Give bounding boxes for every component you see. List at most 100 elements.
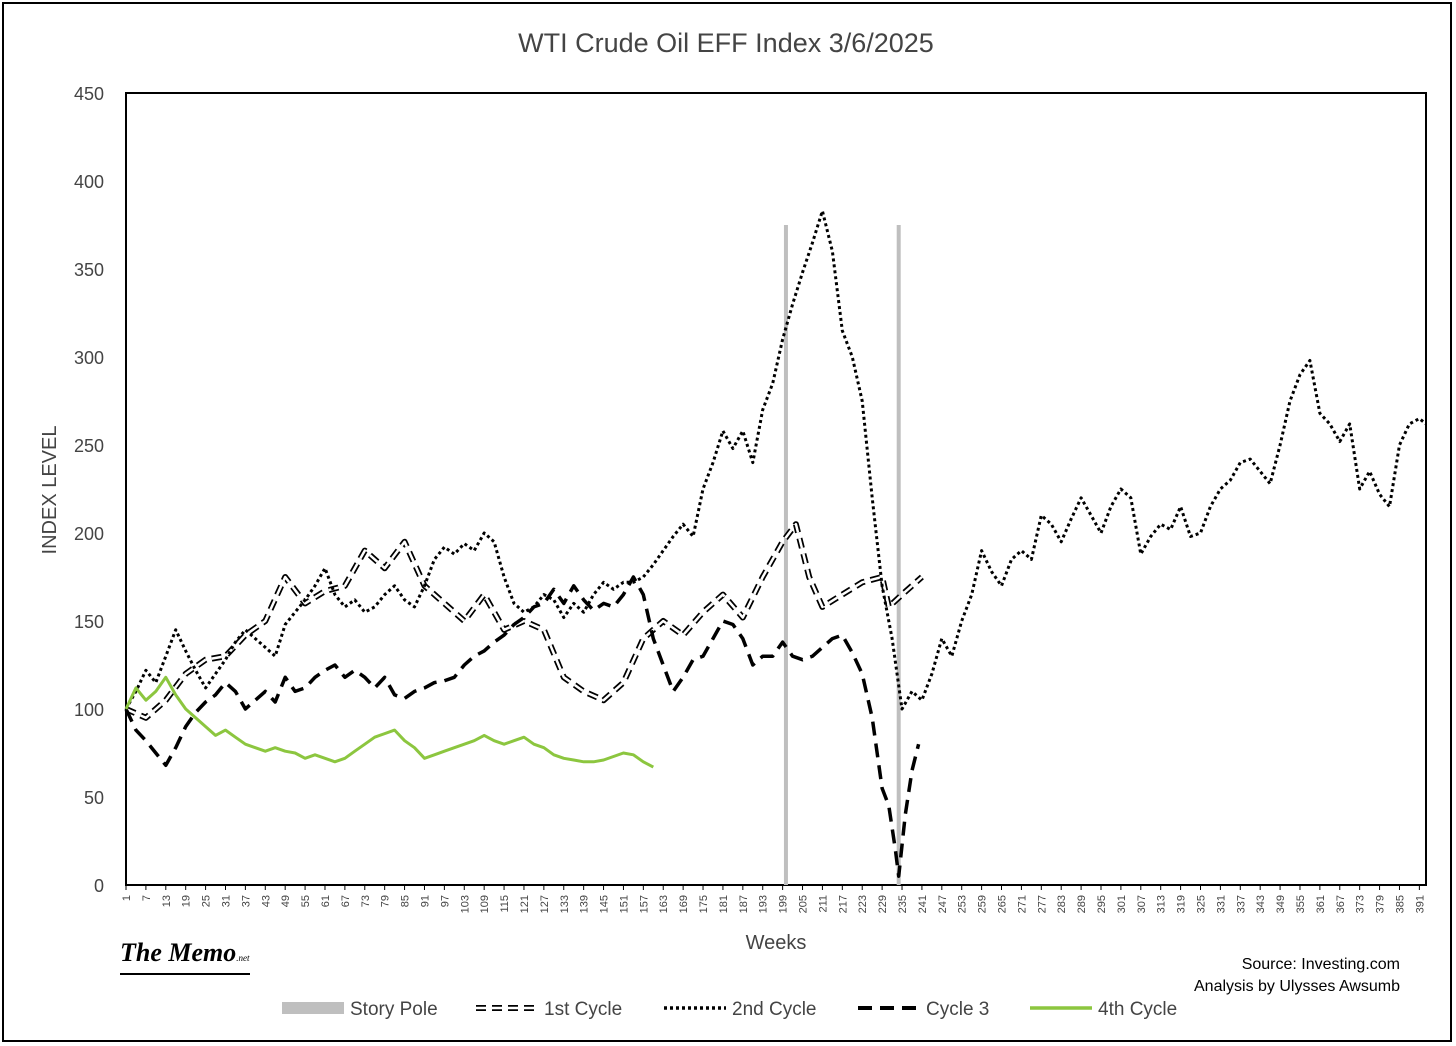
memo-logo: The Memo.net xyxy=(120,938,250,975)
x-tick-label: 121 xyxy=(519,895,531,913)
legend-label-4th-cycle: 4th Cycle xyxy=(1098,999,1177,1020)
legend-label-2nd-cycle: 2nd Cycle xyxy=(732,999,817,1020)
y-tick-label: 150 xyxy=(74,612,104,632)
x-tick-label: 49 xyxy=(280,895,292,907)
plot-area xyxy=(125,92,1427,886)
x-tick-label: 373 xyxy=(1355,895,1367,913)
x-tick-label: 313 xyxy=(1156,895,1168,913)
source-credit: Source: Investing.com xyxy=(1241,956,1400,973)
series-group xyxy=(124,209,1427,885)
x-tick-label: 223 xyxy=(857,895,869,913)
x-tick-label: 289 xyxy=(1076,895,1088,913)
x-tick-label: 31 xyxy=(220,895,232,907)
series-1st-cycle-inner xyxy=(125,522,923,720)
x-tick-label: 163 xyxy=(658,895,670,913)
y-tick-label: 250 xyxy=(74,436,104,456)
y-tick-label: 100 xyxy=(74,700,104,720)
y-tick-label: 200 xyxy=(74,524,104,544)
x-tick-label: 247 xyxy=(937,895,949,913)
x-tick-label: 277 xyxy=(1036,895,1048,913)
x-tick-label: 25 xyxy=(201,895,213,907)
x-tick-label: 391 xyxy=(1414,895,1426,913)
x-tick-label: 205 xyxy=(798,895,810,913)
chart-title: WTI Crude Oil EFF Index 3/6/2025 xyxy=(518,28,934,58)
x-tick-label: 43 xyxy=(260,895,272,907)
x-tick-label: 97 xyxy=(439,895,451,907)
x-tick-label: 85 xyxy=(400,895,412,907)
x-tick-label: 199 xyxy=(778,895,790,913)
x-tick-label: 367 xyxy=(1335,895,1347,913)
x-tick-label: 295 xyxy=(1096,895,1108,913)
x-tick-label: 67 xyxy=(340,895,352,907)
series-cycle-3-line xyxy=(124,575,921,878)
x-tick-label: 73 xyxy=(360,895,372,907)
x-tick-label: 265 xyxy=(997,895,1009,913)
x-tick-label: 181 xyxy=(718,895,730,913)
y-tick-label: 300 xyxy=(74,348,104,368)
x-tick-label: 343 xyxy=(1255,895,1267,913)
x-tick-label: 325 xyxy=(1195,895,1207,913)
series-4th-cycle-line xyxy=(124,675,655,769)
x-tick-label: 385 xyxy=(1394,895,1406,913)
x-tick-label: 133 xyxy=(559,895,571,913)
x-tick-label: 55 xyxy=(300,895,312,907)
axis-ticks: 0 50 100 150 200 250 300 350 400 450 1 7 13 19 25 31 37 4… xyxy=(74,84,1426,913)
x-tick-label: 127 xyxy=(539,895,551,913)
y-tick-label: 50 xyxy=(84,788,104,808)
y-tick-label: 0 xyxy=(94,876,104,896)
x-tick-label: 145 xyxy=(599,895,611,913)
x-tick-label: 271 xyxy=(1016,895,1028,913)
x-tick-label: 193 xyxy=(758,895,770,913)
logo-main-text: The Memo xyxy=(120,938,237,967)
y-tick-label: 400 xyxy=(74,172,104,192)
x-tick-label: 13 xyxy=(161,895,173,907)
x-tick-label: 259 xyxy=(977,895,989,913)
x-tick-label: 103 xyxy=(459,895,471,913)
x-tick-label: 355 xyxy=(1295,895,1307,913)
x-tick-label: 37 xyxy=(240,895,252,907)
logo-suffix-text: .net xyxy=(236,953,250,963)
x-tick-label: 91 xyxy=(419,895,431,907)
x-tick-label: 169 xyxy=(678,895,690,913)
x-tick-label: 349 xyxy=(1275,895,1287,913)
x-tick-label: 241 xyxy=(917,895,929,913)
x-tick-label: 301 xyxy=(1116,895,1128,913)
x-tick-label: 253 xyxy=(957,895,969,913)
legend-label-1st-cycle: 1st Cycle xyxy=(544,999,622,1020)
legend: Story Pole 1st Cycle 2nd Cycle Cycle 3 4th C… xyxy=(282,999,1177,1020)
legend-swatch-story-pole xyxy=(282,1002,344,1014)
x-tick-label: 19 xyxy=(181,895,193,907)
x-tick-label: 229 xyxy=(877,895,889,913)
x-tick-label: 7 xyxy=(141,895,153,901)
legend-label-cycle-3: Cycle 3 xyxy=(926,999,989,1020)
x-axis-label: Weeks xyxy=(746,932,807,954)
x-tick-label: 283 xyxy=(1056,895,1068,913)
y-tick-label: 350 xyxy=(74,260,104,280)
x-tick-label: 337 xyxy=(1235,895,1247,913)
x-tick-label: 151 xyxy=(618,895,630,913)
x-tick-label: 379 xyxy=(1375,895,1387,913)
x-tick-label: 235 xyxy=(897,895,909,913)
x-tick-label: 61 xyxy=(320,895,332,907)
x-tick-label: 217 xyxy=(837,895,849,913)
x-tick-label: 79 xyxy=(380,895,392,907)
x-tick-label: 361 xyxy=(1315,895,1327,913)
y-axis-label: INDEX LEVEL xyxy=(39,426,61,555)
y-tick-label: 450 xyxy=(74,84,104,104)
x-tick-label: 175 xyxy=(698,895,710,913)
x-tick-label: 109 xyxy=(479,895,491,913)
legend-label-story-pole: Story Pole xyxy=(350,999,438,1020)
x-tick-label: 211 xyxy=(817,895,829,913)
analysis-credit: Analysis by Ulysses Awsumb xyxy=(1194,978,1400,995)
x-tick-label: 187 xyxy=(738,895,750,913)
series-2nd-cycle-line xyxy=(124,209,1427,711)
x-tick-label: 319 xyxy=(1176,895,1188,913)
x-tick-label: 139 xyxy=(579,895,591,913)
x-tick-label: 307 xyxy=(1136,895,1148,913)
x-tick-label: 1 xyxy=(121,895,133,901)
x-tick-label: 115 xyxy=(499,895,511,913)
x-tick-label: 157 xyxy=(638,895,650,913)
x-tick-label: 331 xyxy=(1215,895,1227,913)
